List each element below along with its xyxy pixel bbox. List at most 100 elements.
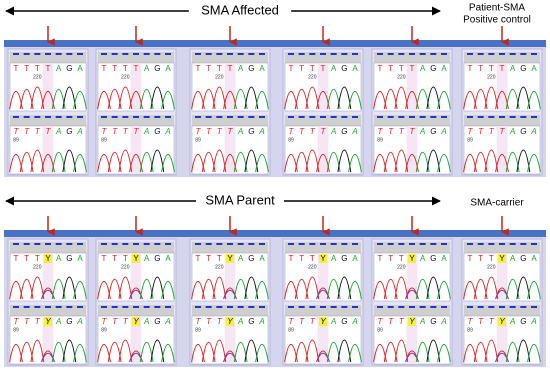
base-tick bbox=[341, 306, 348, 308]
peak bbox=[212, 339, 227, 363]
position-number: 220 bbox=[308, 264, 317, 270]
base-header bbox=[285, 115, 361, 126]
peak bbox=[305, 276, 320, 300]
base-letter: T bbox=[196, 317, 202, 326]
base-tick bbox=[477, 53, 484, 55]
peak bbox=[348, 280, 362, 300]
base-letter: A bbox=[259, 254, 265, 263]
base-tick bbox=[352, 116, 358, 118]
peak bbox=[73, 90, 87, 110]
base-tick bbox=[430, 306, 437, 308]
base-letter: T bbox=[102, 127, 108, 136]
peak bbox=[129, 289, 143, 300]
base-letter: A bbox=[259, 64, 265, 73]
base-letter: T bbox=[196, 254, 201, 263]
base-tick bbox=[165, 243, 171, 245]
base-header bbox=[192, 305, 268, 316]
base-letter: A bbox=[55, 127, 61, 136]
peak bbox=[316, 289, 330, 300]
base-header bbox=[10, 242, 86, 253]
base-letter: T bbox=[35, 317, 41, 326]
base-letter: A bbox=[144, 64, 150, 73]
base-letter: T bbox=[24, 64, 29, 73]
base-letter: T bbox=[478, 317, 484, 326]
base-header bbox=[374, 52, 450, 63]
base-letter: A bbox=[352, 254, 358, 263]
base-tick bbox=[320, 116, 326, 118]
base-letter: G bbox=[154, 127, 160, 136]
base-letter: T bbox=[500, 127, 506, 136]
base-tick bbox=[409, 53, 415, 55]
base-header bbox=[285, 305, 361, 316]
base-letter: T bbox=[500, 64, 505, 73]
base-tick bbox=[320, 53, 326, 55]
base-tick bbox=[237, 243, 244, 245]
base-tick bbox=[237, 306, 244, 308]
base-tick bbox=[77, 306, 83, 308]
peak bbox=[527, 90, 541, 110]
highlight-column bbox=[130, 63, 142, 111]
base-letter: Y bbox=[499, 317, 505, 326]
highlight-column bbox=[496, 63, 508, 111]
highlight-column bbox=[406, 253, 418, 301]
base-letter: A bbox=[143, 317, 149, 326]
base-letter: T bbox=[206, 64, 211, 73]
base-tick bbox=[499, 53, 505, 55]
base-letter: A bbox=[330, 127, 336, 136]
base-tick bbox=[499, 306, 505, 308]
base-tick bbox=[341, 243, 348, 245]
peak bbox=[41, 352, 55, 363]
base-tick bbox=[227, 116, 233, 118]
position-number: 220 bbox=[487, 74, 496, 80]
base-letter: Y bbox=[227, 254, 233, 263]
base-tick bbox=[66, 243, 73, 245]
base-letter: A bbox=[143, 127, 149, 136]
base-letter: A bbox=[258, 127, 264, 136]
base-letter: T bbox=[399, 64, 404, 73]
base-header bbox=[374, 305, 450, 316]
base-tick bbox=[477, 306, 484, 308]
panel-strip bbox=[4, 47, 546, 177]
base-tick bbox=[23, 306, 30, 308]
base-letter: A bbox=[510, 254, 516, 263]
base-tick bbox=[248, 116, 255, 118]
base-tick bbox=[45, 53, 51, 55]
base-letter: A bbox=[530, 317, 536, 326]
base-tick bbox=[441, 116, 447, 118]
base-tick bbox=[259, 306, 265, 308]
base-letter: T bbox=[388, 317, 394, 326]
peak bbox=[394, 276, 409, 300]
ambiguous-highlight bbox=[498, 254, 506, 263]
base-letter: T bbox=[468, 317, 474, 326]
base-letter: T bbox=[206, 254, 211, 263]
base-letter: A bbox=[164, 127, 170, 136]
highlight-column bbox=[317, 253, 329, 301]
position-number: 89 bbox=[467, 327, 473, 333]
highlight-column bbox=[317, 63, 329, 111]
base-letter: A bbox=[420, 254, 426, 263]
base-letter: T bbox=[35, 64, 40, 73]
base-letter: G bbox=[341, 317, 347, 326]
base-tick bbox=[34, 306, 41, 308]
position-number: 220 bbox=[308, 74, 317, 80]
base-tick bbox=[101, 243, 107, 245]
base-tick bbox=[387, 306, 394, 308]
base-tick bbox=[509, 116, 516, 118]
peak bbox=[394, 339, 409, 363]
base-tick bbox=[55, 243, 62, 245]
base-header bbox=[98, 305, 174, 316]
base-header bbox=[285, 52, 361, 63]
position-number: 89 bbox=[288, 327, 294, 333]
base-letter: T bbox=[299, 64, 304, 73]
base-letter: T bbox=[196, 127, 202, 136]
peak bbox=[161, 280, 175, 300]
base-tick bbox=[467, 306, 473, 308]
base-letter: T bbox=[112, 64, 117, 73]
base-tick bbox=[467, 53, 473, 55]
base-tick bbox=[520, 53, 527, 55]
position-number: 220 bbox=[215, 264, 224, 270]
base-letter: A bbox=[165, 64, 171, 73]
title-bg bbox=[196, 193, 284, 209]
base-tick bbox=[398, 53, 405, 55]
control-label: SMA-carrier bbox=[470, 198, 524, 209]
